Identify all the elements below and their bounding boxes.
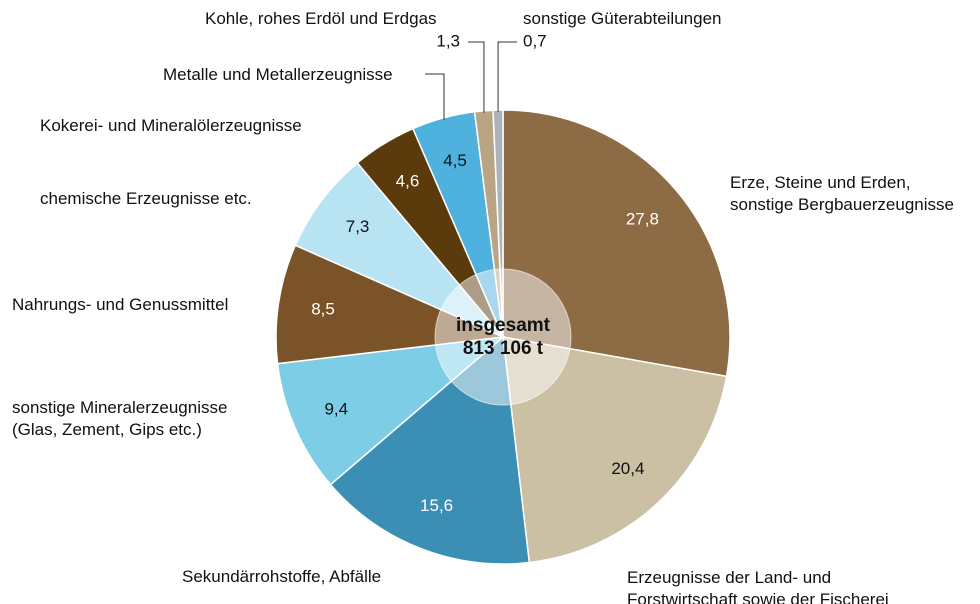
leader-line [468,41,485,113]
category-label: chemische Erzeugnisse etc. [40,189,252,208]
leader-line [497,41,517,113]
value-label: 4,6 [396,172,420,191]
value-label: 15,6 [420,496,453,515]
value-label: 7,3 [346,217,370,236]
category-label: Sekundärrohstoffe, Abfälle [182,567,382,586]
value-label: 8,5 [311,299,335,318]
value-label: 27,8 [626,209,659,228]
category-label: Nahrungs- und Genussmittel [12,295,229,314]
center-disc [434,268,572,406]
value-label: 4,5 [443,151,467,170]
category-label: sonstige Güterabteilungen [523,9,722,28]
value-label: 1,3 [436,31,460,50]
value-label: 9,4 [324,399,348,418]
pie-slice [502,336,728,564]
category-label: Erze, Steine und Erden, sonstige Bergbau… [730,173,954,214]
category-label: Metalle und Metallerzeugnisse [163,65,393,84]
category-label: Erzeugnisse der Land- und Forstwirtschaf… [627,568,889,604]
leader-line [425,73,445,120]
center-label: 813 106 t [463,338,544,359]
center-label: insgesamt [456,315,551,336]
value-label: 0,7 [523,31,547,50]
value-label: 20,4 [611,459,644,478]
category-label: sonstige Mineralerzeugnisse (Glas, Zemen… [12,398,228,439]
category-label: Kohle, rohes Erdöl und Erdgas [205,9,437,28]
category-label: Kokerei- und Mineralölerzeugnisse [40,116,302,135]
